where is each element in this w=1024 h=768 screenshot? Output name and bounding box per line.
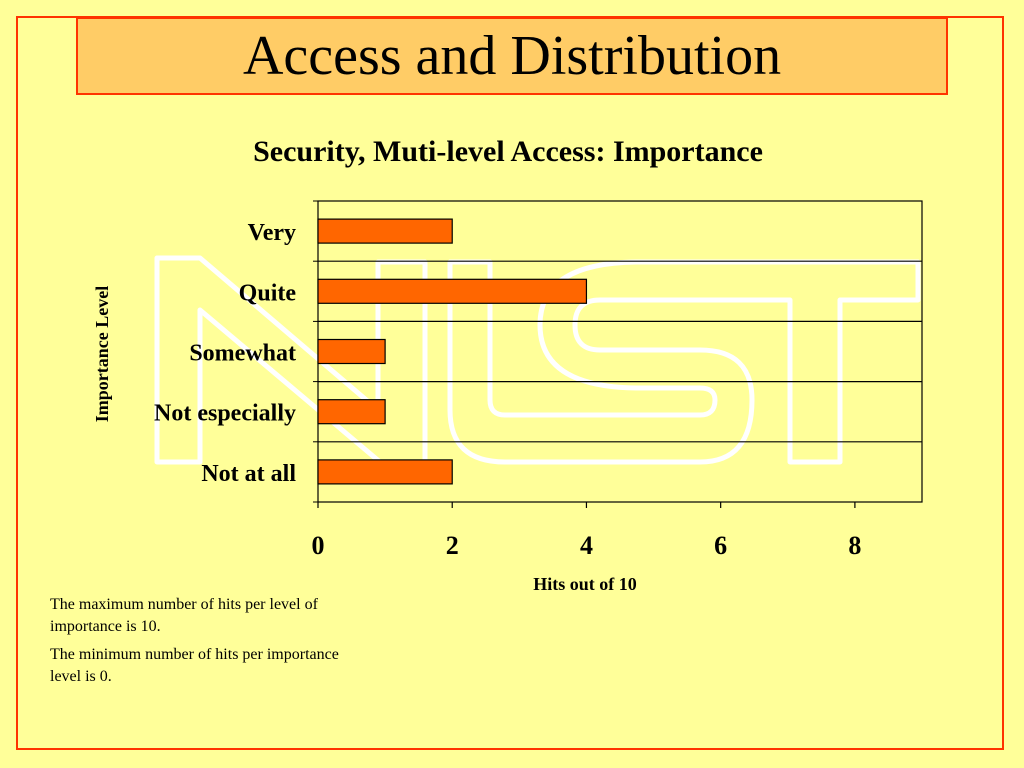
y-tick-label: Very [248,220,296,246]
y-tick-label: Not at all [201,461,296,487]
chart-title: Security, Muti-level Access: Importance [253,135,763,168]
x-tick-label: 4 [580,531,593,560]
plot-frame [317,200,923,503]
x-tick-label: 0 [312,531,325,560]
y-tick-label: Not especially [154,401,296,427]
x-tick-label: 8 [848,531,861,560]
slide-notes: The maximum number of hits per level of … [50,594,340,694]
slide-title: Access and Distribution [242,25,782,87]
bar-not-especially [317,399,386,425]
note-max-hits: The maximum number of hits per level of … [50,596,318,635]
plot-area: Very Quite Somewhat Not especially Not at al… [154,200,923,560]
bar-not-at-all [317,459,453,485]
y-axis-label: Importance Level [92,286,112,422]
x-axis-label: Hits out of 10 [533,574,637,594]
y-tick-label: Somewhat [189,341,296,367]
y-tick-label: Quite [239,280,297,306]
bar-quite [317,278,588,304]
x-tick-label: 6 [714,531,727,560]
bar-very [317,218,453,244]
x-tick-label: 2 [446,531,459,560]
note-min-hits: The minimum number of hits per importanc… [50,646,339,685]
slide-title-box: Access and Distribution [76,17,948,95]
bar-somewhat [317,338,386,365]
